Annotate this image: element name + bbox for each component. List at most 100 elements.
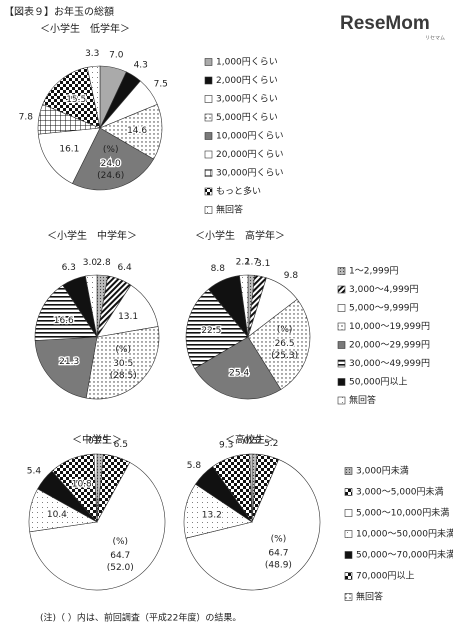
- value-label: 6.3: [62, 263, 76, 273]
- legend-label: 20,000円くらい: [216, 149, 284, 160]
- pie-slice: [239, 274, 249, 338]
- legend-swatch: [337, 267, 346, 275]
- chart-title: ＜高校生＞: [225, 433, 275, 446]
- legend-label: 3,000～4,999円: [349, 284, 419, 295]
- pie-slice: [42, 66, 101, 129]
- chart-title: ＜小学生 高学年＞: [195, 229, 285, 242]
- legend-label: 3,000円未満: [356, 465, 409, 477]
- legend-label: 3,000円くらい: [216, 94, 278, 105]
- pie-slice: [194, 336, 282, 400]
- value-label: 24.0: [101, 159, 121, 169]
- previous-label: (28.5): [110, 371, 137, 381]
- legend-label: 30,000～49,999円: [349, 358, 430, 369]
- value-label: 7.8: [19, 113, 34, 123]
- legend-label: 1～2,999円: [349, 266, 399, 277]
- value-label: 64.7: [268, 549, 288, 559]
- legend-label: 5,000～9,999円: [349, 303, 419, 314]
- legend-label: 1,000円くらい: [216, 57, 278, 68]
- legend-swatch: [337, 322, 346, 331]
- value-label: 4.3: [134, 61, 148, 71]
- chart-title: ＜小学生 低学年＞: [40, 22, 130, 35]
- legend-label: 50,000～70,000円未満: [356, 549, 453, 561]
- value-label: 0.5: [244, 437, 258, 447]
- value-label: 0.7: [88, 437, 102, 447]
- legend-swatch: [344, 530, 353, 538]
- legend-swatch: [204, 58, 213, 66]
- value-label: 22.5: [201, 326, 221, 336]
- previous-label: (24.6): [97, 171, 124, 181]
- footnote: (注)（ ）内は、前回調査（平成22年度）の結果。: [40, 612, 241, 624]
- value-label: 7.5: [154, 80, 168, 90]
- value-label: 5.2: [264, 439, 278, 449]
- pie-slice: [85, 274, 98, 338]
- pie-slice: [71, 127, 155, 191]
- legend-label: もっと多い: [216, 185, 261, 197]
- pie-slice: [247, 298, 311, 390]
- value-label: 25.4: [229, 369, 249, 379]
- pie-slice: [183, 483, 253, 539]
- legend-swatch: [204, 206, 213, 214]
- unit-label: (%): [277, 325, 293, 335]
- pie-slice: [249, 453, 253, 523]
- value-label: 7.0: [109, 50, 124, 60]
- value-label: 26.5: [275, 339, 295, 349]
- legend-swatch: [337, 396, 346, 405]
- previous-label: (52.0): [107, 563, 134, 573]
- legend-swatch: [344, 488, 353, 496]
- value-label: 1.7: [245, 258, 259, 268]
- legend-label: 50,000円以上: [349, 377, 408, 388]
- legend-label: 5,000～10,000円未満: [356, 507, 449, 519]
- pie-slice: [185, 459, 321, 591]
- legend-swatch: [204, 132, 213, 140]
- value-label: 10.4: [47, 510, 67, 520]
- pie-slice: [85, 326, 160, 400]
- value-label: 30.5: [113, 359, 133, 369]
- legend-label: 無回答: [216, 204, 243, 216]
- value-label: 3.3: [85, 49, 99, 59]
- unit-label: (%): [112, 537, 128, 547]
- legend-swatch: [204, 113, 213, 122]
- value-label: 1.5: [94, 437, 108, 447]
- value-label: 5.4: [27, 467, 42, 477]
- legend-label: 無回答: [356, 591, 383, 603]
- legend-label: 10,000～19,999円: [349, 321, 430, 332]
- value-label: 8.8: [211, 264, 226, 274]
- legend-label: 10,000～50,000円未満: [356, 528, 453, 540]
- legend-swatch: [337, 359, 346, 368]
- pie-slice: [185, 288, 249, 369]
- legend-label: 2,000円くらい: [216, 75, 278, 86]
- legend-swatch: [204, 76, 213, 85]
- value-label: 3.0: [83, 258, 98, 268]
- previous-label: (48.9): [265, 561, 292, 571]
- legend-swatch: [337, 378, 346, 386]
- legend-swatch: [337, 304, 346, 312]
- value-label: 15.5: [66, 95, 86, 105]
- pie-slice: [86, 65, 101, 129]
- value-label: 2.8: [96, 258, 111, 268]
- value-label: 2.2: [236, 258, 250, 268]
- page-title: 【図表９】お年玉の総額: [4, 5, 114, 18]
- pie-slice: [34, 284, 98, 341]
- legend-label: 5,000円くらい: [216, 112, 278, 123]
- value-label: 21.3: [59, 357, 79, 367]
- unit-label: (%): [115, 345, 131, 355]
- previous-label: (25.3): [271, 351, 298, 361]
- pie-slice: [37, 127, 101, 184]
- value-label: 5.8: [187, 461, 202, 471]
- pie-slice: [34, 336, 98, 399]
- legend-swatch: [337, 341, 346, 349]
- legend-swatch: [337, 285, 346, 294]
- unit-label: (%): [271, 535, 287, 545]
- legend-swatch: [204, 169, 213, 177]
- value-label: 3.1: [256, 259, 270, 269]
- legend-swatch: [344, 551, 353, 559]
- value-label: 9.8: [284, 271, 299, 281]
- legend-label: 70,000円以上: [356, 571, 415, 582]
- value-label: 6.5: [114, 440, 128, 450]
- value-label: 13.2: [202, 510, 222, 520]
- legend-label: 20,000～29,999円: [349, 340, 430, 351]
- value-label: 10.8: [72, 480, 92, 490]
- legend-swatch: [204, 95, 213, 103]
- value-label: 64.7: [110, 551, 130, 561]
